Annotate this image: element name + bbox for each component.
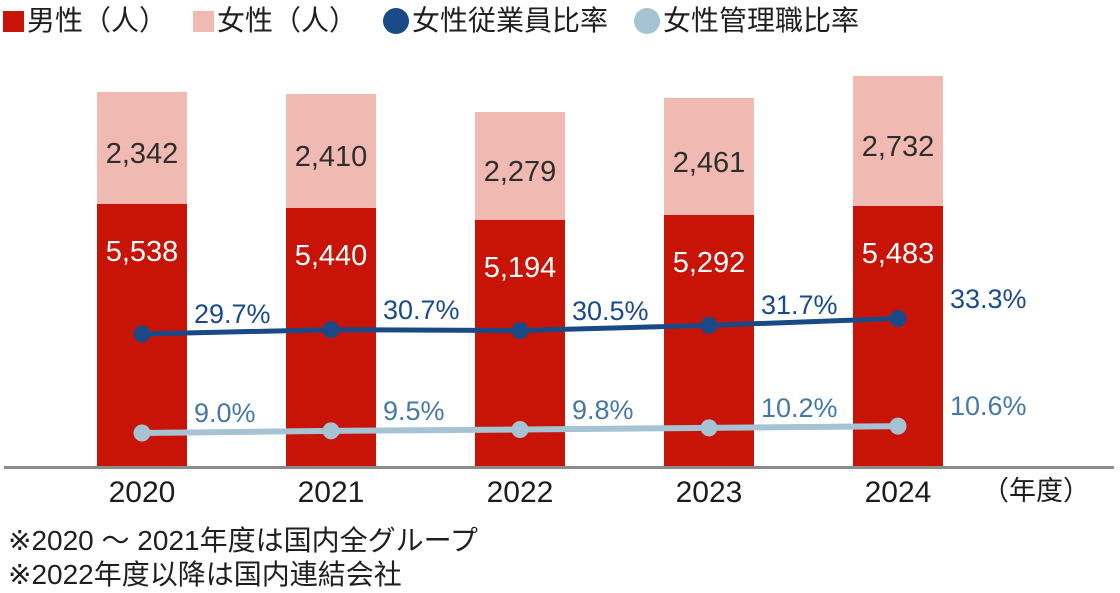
legend: 男性（人） 女性（人） 女性従業員比率 女性管理職比率 — [3, 6, 859, 36]
line-point-employee-ratio-2024 — [889, 310, 907, 328]
legend-label-employee-ratio: 女性従業員比率 — [412, 5, 609, 36]
bar-value-male-2021: 5,440 — [294, 240, 368, 273]
footnotes: ※2020 ～ 2021年度は国内全グループ ※2022年度以降は国内連結会社 — [8, 524, 478, 592]
line-label-manager-ratio-2020: 9.0% — [194, 398, 256, 428]
x-tick-2020: 2020 — [108, 476, 176, 509]
bar-value-male-2022: 5,194 — [483, 251, 557, 284]
line-point-manager-ratio-2022 — [511, 421, 529, 439]
legend-label-female: 女性（人） — [217, 5, 358, 36]
line-label-employee-ratio-2022: 30.5% — [572, 295, 649, 326]
female-swatch-icon — [193, 10, 215, 32]
line-point-employee-ratio-2021 — [322, 321, 340, 339]
manager-ratio-dot-icon — [634, 8, 661, 34]
line-label-employee-ratio-2020: 29.7% — [194, 298, 271, 329]
bar-value-female-2023: 2,461 — [672, 146, 746, 179]
line-point-manager-ratio-2023 — [700, 419, 718, 437]
bar-value-female-2022: 2,279 — [483, 155, 557, 188]
line-label-manager-ratio-2024: 10.6% — [950, 391, 1027, 422]
employee-ratio-dot-icon — [383, 8, 410, 34]
line-label-manager-ratio-2022: 9.8% — [572, 394, 634, 425]
male-swatch-icon — [3, 10, 24, 32]
line-point-manager-ratio-2020 — [133, 424, 151, 442]
x-tick-2023: 2023 — [675, 476, 743, 509]
line-point-employee-ratio-2020 — [133, 325, 151, 343]
footnote-1: ※2020 ～ 2021年度は国内全グループ — [8, 525, 478, 556]
bar-segment-female-2020 — [97, 92, 187, 204]
bar-value-male-2024: 5,483 — [861, 238, 935, 271]
bar-segment-female-2023 — [664, 98, 754, 216]
line-point-manager-ratio-2024 — [889, 417, 907, 435]
bar-value-male-2020: 5,538 — [105, 235, 179, 268]
line-label-employee-ratio-2023: 31.7% — [761, 290, 838, 321]
line-label-employee-ratio-2021: 30.7% — [383, 294, 460, 325]
legend-item-male: 男性（人） — [3, 6, 167, 36]
line-point-employee-ratio-2022 — [511, 322, 529, 340]
bar-segment-female-2024 — [853, 76, 943, 207]
legend-item-female: 女性（人） — [193, 6, 357, 36]
bar-segment-female-2021 — [286, 93, 376, 209]
x-axis-unit-label: （年度） — [982, 476, 1090, 506]
line-point-manager-ratio-2021 — [322, 422, 340, 440]
x-tick-2024: 2024 — [864, 476, 932, 509]
footnote-2: ※2022年度以降は国内連結会社 — [8, 559, 402, 590]
x-tick-2022: 2022 — [486, 476, 554, 509]
bar-value-female-2020: 2,342 — [105, 137, 179, 170]
x-axis-line — [4, 466, 1114, 469]
bar-value-female-2024: 2,732 — [861, 131, 935, 164]
bar-value-female-2021: 2,410 — [294, 140, 368, 173]
legend-label-manager-ratio: 女性管理職比率 — [663, 5, 860, 36]
line-label-manager-ratio-2023: 10.2% — [761, 392, 838, 423]
bar-value-male-2023: 5,292 — [672, 247, 746, 280]
line-point-employee-ratio-2023 — [700, 316, 718, 334]
line-label-employee-ratio-2024: 33.3% — [950, 283, 1027, 314]
bar-segment-female-2022 — [475, 111, 565, 220]
line-label-manager-ratio-2021: 9.5% — [383, 395, 445, 426]
legend-item-employee-ratio: 女性従業員比率 — [383, 6, 608, 36]
x-tick-2021: 2021 — [297, 476, 365, 509]
legend-label-male: 男性（人） — [27, 5, 168, 36]
legend-item-manager-ratio: 女性管理職比率 — [634, 6, 859, 36]
